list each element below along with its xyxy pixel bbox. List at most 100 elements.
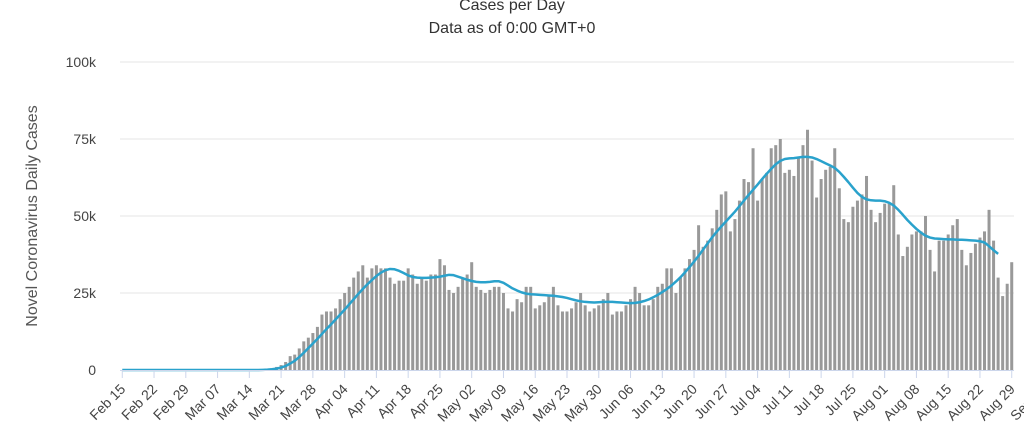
bar: [660, 283, 664, 370]
bar: [334, 308, 338, 370]
bar: [796, 157, 800, 370]
bar: [624, 305, 628, 370]
gridlines: [120, 61, 1014, 294]
bar: [415, 283, 419, 370]
bar: [747, 182, 751, 370]
y-tick-label: 50k: [73, 208, 97, 224]
bar: [769, 148, 773, 370]
y-tick-label: 25k: [73, 285, 97, 301]
bar: [778, 139, 782, 370]
bar: [924, 216, 928, 370]
bar: [461, 277, 465, 370]
average-line: [122, 155, 999, 372]
bar: [456, 286, 460, 370]
y-tick-label: 100k: [66, 54, 97, 70]
bar: [937, 240, 941, 370]
bar: [533, 308, 537, 370]
bar: [719, 194, 723, 370]
x-tick-label: Jun 27: [691, 381, 732, 422]
bar: [846, 222, 850, 370]
bar: [570, 308, 574, 370]
bar: [724, 191, 728, 370]
bar: [483, 293, 487, 370]
bar: [433, 274, 437, 370]
bar: [728, 231, 732, 370]
bar: [742, 179, 746, 370]
bar: [669, 268, 673, 370]
bar: [973, 243, 977, 370]
bar: [1001, 296, 1005, 370]
average-line-series: [122, 155, 999, 372]
bar: [402, 280, 406, 370]
bar: [393, 283, 397, 370]
bar: [674, 293, 678, 370]
bar: [760, 179, 764, 370]
bar: [610, 314, 614, 370]
x-tick-label: Apr 04: [310, 381, 351, 422]
bar: [565, 311, 569, 370]
bar: [683, 268, 687, 370]
bar: [447, 289, 451, 370]
bar: [592, 308, 596, 370]
bar: [488, 289, 492, 370]
bar: [429, 274, 433, 370]
bar: [665, 268, 669, 370]
bar: [420, 277, 424, 370]
bar: [556, 305, 560, 370]
bar: [874, 222, 878, 370]
bar: [751, 148, 755, 370]
x-tick-label: Jun 20: [659, 381, 700, 422]
bar: [919, 231, 923, 370]
bar: [343, 293, 347, 370]
y-tick-label: 0: [88, 362, 96, 378]
bar: [438, 259, 442, 370]
bar: [824, 169, 828, 370]
bar: [397, 280, 401, 370]
bar: [710, 228, 714, 370]
bar: [774, 145, 778, 370]
x-tick-label: Jul 11: [758, 381, 795, 418]
bar: [955, 219, 959, 370]
bar: [869, 209, 873, 370]
bar: [905, 246, 909, 370]
bar: [329, 311, 333, 370]
bar: [914, 231, 918, 370]
bar: [506, 308, 510, 370]
bar: [733, 219, 737, 370]
bar: [887, 203, 891, 370]
bar: [370, 268, 374, 370]
bar: [588, 311, 592, 370]
bar: [706, 240, 710, 370]
bar: [878, 212, 882, 370]
x-tick-label: Jul 04: [726, 381, 764, 419]
bar: [787, 169, 791, 370]
bar: [551, 286, 555, 370]
bar: [842, 219, 846, 370]
bar: [442, 265, 446, 370]
bar: [597, 305, 601, 370]
bar: [633, 286, 637, 370]
bar: [424, 280, 428, 370]
bar: [479, 289, 483, 370]
bar: [511, 311, 515, 370]
bar: [901, 256, 905, 370]
bar: [411, 274, 415, 370]
bar-series: [256, 129, 1014, 370]
bar: [806, 129, 810, 370]
bar: [701, 246, 705, 370]
bar: [942, 240, 946, 370]
bar: [638, 293, 642, 370]
bar: [560, 311, 564, 370]
bar: [737, 200, 741, 370]
bar: [992, 240, 996, 370]
bar: [651, 299, 655, 370]
bar: [293, 354, 297, 370]
bar: [547, 296, 551, 370]
bar: [297, 348, 301, 370]
bar: [629, 299, 633, 370]
bar: [896, 234, 900, 370]
bar: [692, 249, 696, 370]
bar: [520, 302, 524, 370]
